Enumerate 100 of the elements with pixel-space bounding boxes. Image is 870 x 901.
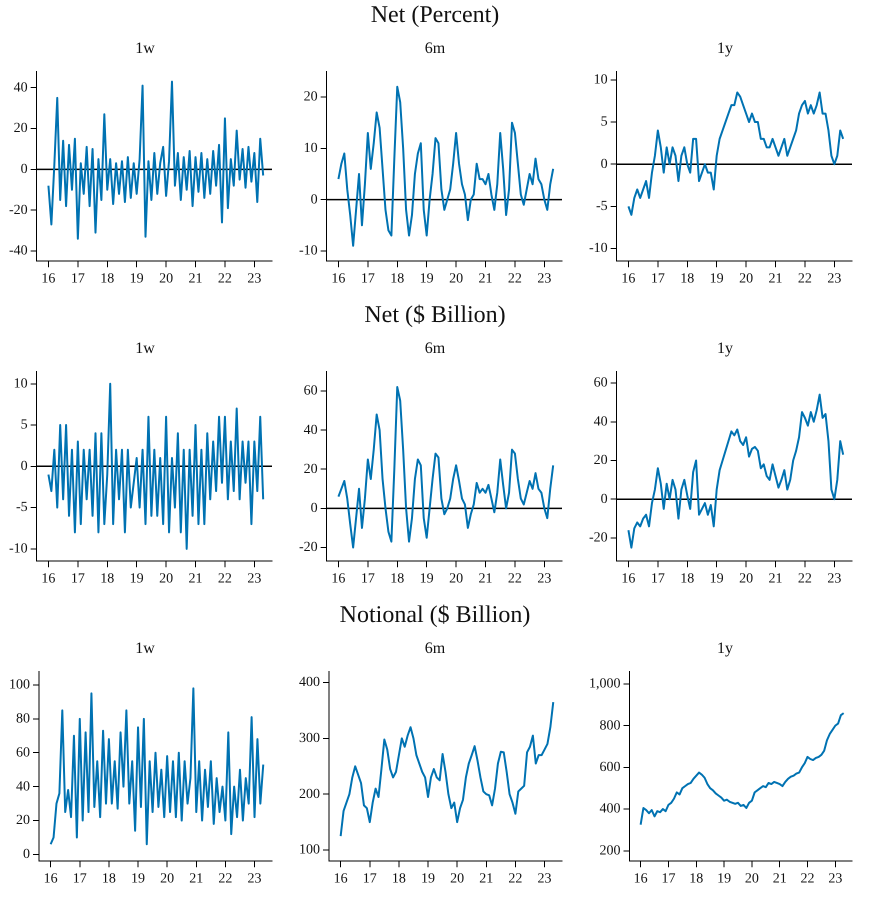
x-tick-label: 16 <box>634 871 648 886</box>
x-tick-label: 16 <box>41 571 56 586</box>
x-tick-label: 18 <box>100 571 114 586</box>
x-tick-label: 19 <box>710 271 724 286</box>
y-tick-label: 1,000 <box>589 676 620 692</box>
x-tick-label: 20 <box>159 271 174 286</box>
y-tick-label: 100 <box>9 678 30 693</box>
x-tick-label: 18 <box>680 571 694 586</box>
x-tick-label: 23 <box>537 271 552 286</box>
y-tick-label: -40 <box>8 244 28 259</box>
chart-subtitle: 6m <box>424 640 446 658</box>
chart-subtitle: 1y <box>716 640 734 658</box>
x-tick-label: 21 <box>479 871 494 886</box>
y-tick-label: -10 <box>8 541 28 556</box>
x-tick-label: 21 <box>478 271 493 286</box>
x-tick-label: 22 <box>798 271 812 286</box>
x-tick-label: 21 <box>768 571 783 586</box>
x-tick-label: 16 <box>331 571 346 586</box>
x-tick-label: 19 <box>710 571 724 586</box>
y-tick-label: 10 <box>594 72 608 88</box>
chart-subtitle: 1w <box>134 40 156 58</box>
x-tick-label: 23 <box>537 571 552 586</box>
x-tick-label: 23 <box>827 271 842 286</box>
y-tick-label: 20 <box>594 453 608 468</box>
y-tick-label: 40 <box>16 779 30 794</box>
x-tick-label: 17 <box>70 271 85 286</box>
x-tick-label: 16 <box>331 271 346 286</box>
x-tick-label: 23 <box>248 871 262 886</box>
x-tick-label: 19 <box>420 571 434 586</box>
x-tick-label: 19 <box>131 871 146 886</box>
x-tick-label: 22 <box>508 871 522 886</box>
x-tick-label: 19 <box>420 271 434 286</box>
y-tick-label: 5 <box>20 418 28 433</box>
y-tick-label: 600 <box>600 760 620 776</box>
x-tick-label: 23 <box>247 271 262 286</box>
y-tick-label: 60 <box>594 376 608 391</box>
x-tick-label: 19 <box>130 271 144 286</box>
x-tick-label: 19 <box>130 571 144 586</box>
x-tick-label: 20 <box>449 271 464 286</box>
y-tick-label: 5 <box>600 114 608 130</box>
y-tick-label: -20 <box>298 540 318 556</box>
y-tick-label: -5 <box>596 199 608 214</box>
y-tick-label: 200 <box>299 786 320 802</box>
y-tick-label: 10 <box>14 376 28 392</box>
y-tick-label: 200 <box>600 843 620 858</box>
x-tick-label: 16 <box>44 871 58 886</box>
y-tick-label: -20 <box>588 530 608 546</box>
y-tick-label: 0 <box>310 192 318 208</box>
y-tick-label: -20 <box>8 202 28 218</box>
x-tick-label: 18 <box>100 271 114 286</box>
y-tick-label: 10 <box>304 141 318 156</box>
x-tick-label: 17 <box>70 571 85 586</box>
y-tick-label: 100 <box>299 842 320 858</box>
x-tick-label: 18 <box>102 871 116 886</box>
x-tick-label: 22 <box>798 571 812 586</box>
chart-title: Notional ($ Billion) <box>338 602 532 629</box>
x-tick-label: 23 <box>247 571 262 586</box>
y-tick-label: -10 <box>588 241 608 256</box>
x-tick-label: 21 <box>188 571 203 586</box>
y-tick-label: 0 <box>600 492 608 507</box>
y-tick-label: -10 <box>298 244 318 259</box>
x-tick-label: 22 <box>508 271 522 286</box>
chart-title: Net ($ Billion) <box>363 302 507 329</box>
x-tick-label: 21 <box>189 871 204 886</box>
x-tick-label: 21 <box>188 271 203 286</box>
y-tick-label: 40 <box>594 414 608 430</box>
x-tick-label: 20 <box>450 871 464 886</box>
y-tick-label: 20 <box>304 90 318 105</box>
x-tick-label: 16 <box>334 871 348 886</box>
x-tick-label: 18 <box>390 571 404 586</box>
x-tick-label: 19 <box>717 871 732 886</box>
y-tick-label: 80 <box>16 712 30 727</box>
x-tick-label: 17 <box>72 871 87 886</box>
x-tick-label: 17 <box>661 871 676 886</box>
x-tick-label: 17 <box>650 271 665 286</box>
chart-subtitle: 1w <box>134 340 156 358</box>
y-tick-label: 20 <box>304 462 318 477</box>
y-tick-label: 0 <box>600 156 608 172</box>
chart-subtitle: 1w <box>134 640 156 658</box>
chart-title: Net (Percent) <box>370 2 500 29</box>
y-tick-label: -5 <box>16 500 28 516</box>
x-tick-label: 20 <box>744 871 759 886</box>
y-tick-label: 0 <box>20 162 28 178</box>
x-tick-label: 16 <box>41 271 56 286</box>
x-tick-label: 23 <box>827 571 842 586</box>
x-tick-label: 23 <box>538 871 552 886</box>
chart-subtitle: 6m <box>424 40 446 58</box>
x-tick-label: 22 <box>800 871 814 886</box>
x-tick-label: 22 <box>218 271 232 286</box>
x-tick-label: 20 <box>739 271 754 286</box>
x-tick-label: 20 <box>160 871 174 886</box>
y-tick-label: 800 <box>600 718 620 734</box>
x-tick-label: 19 <box>421 871 436 886</box>
x-tick-label: 17 <box>360 571 375 586</box>
chart-subtitle: 1y <box>716 40 734 58</box>
x-tick-label: 22 <box>508 571 522 586</box>
x-tick-label: 22 <box>218 571 232 586</box>
x-tick-label: 20 <box>159 571 174 586</box>
y-tick-label: 60 <box>304 384 318 399</box>
x-tick-label: 23 <box>828 871 842 886</box>
